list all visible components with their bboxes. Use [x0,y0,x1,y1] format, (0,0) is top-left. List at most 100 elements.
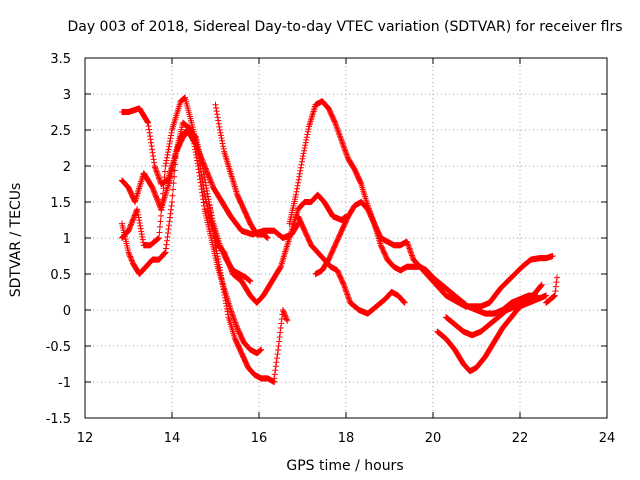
data-point [205,173,212,180]
data-point [278,320,285,327]
data-point [167,135,174,142]
data-point [127,254,134,261]
data-point [283,315,290,322]
data-point [134,208,141,215]
data-point [301,145,308,151]
data-point [149,185,156,192]
data-point [275,347,282,354]
data-point [134,206,141,213]
data-point [205,199,212,205]
data-point [160,185,167,192]
data-point [213,244,220,251]
data-point [208,179,215,186]
data-point [551,292,558,299]
data-point [302,139,309,146]
x-axis-label: GPS time / hours [286,458,403,474]
data-point [154,196,161,203]
series-track-6 [271,307,291,382]
data-point [154,169,161,176]
data-point [300,153,307,160]
data-point [281,309,288,316]
data-point [215,258,222,265]
data-point [128,257,135,264]
data-point [543,292,550,299]
data-point [164,151,171,158]
data-point [149,184,156,191]
data-point [131,212,138,219]
data-point [150,188,157,195]
data-point [201,176,208,183]
data-point [537,283,544,290]
data-point [213,247,220,254]
data-point [150,187,157,194]
series-track-11 [434,292,550,375]
data-point [172,161,179,168]
data-point [145,119,152,126]
data-point [209,182,216,189]
data-point [553,279,560,286]
y-tick-label: 3 [63,88,71,103]
data-point [153,168,160,175]
data-point [214,253,221,260]
data-point [331,118,338,125]
data-point [149,149,156,156]
data-point [300,150,307,157]
data-point [272,367,279,374]
data-point [304,131,311,138]
data-point [156,175,163,182]
data-point [279,307,286,313]
y-tick-label: -0.5 [46,340,71,355]
data-point [341,146,348,153]
data-point [203,187,210,194]
y-tick-label: 0 [63,304,71,319]
data-point [125,249,132,256]
data-point [370,219,377,226]
data-point [161,168,168,175]
data-point [199,192,206,199]
x-tick-label: 22 [512,431,529,446]
chart-title: Day 003 of 2018, Sidereal Day-to-day VTE… [67,19,622,35]
data-point [538,282,545,289]
data-point [339,140,346,147]
data-point [145,123,152,130]
data-point [199,163,206,169]
data-point [166,138,173,145]
data-point [342,147,349,154]
grid [85,58,607,418]
data-point [277,329,284,336]
data-point [208,209,215,216]
data-point [273,359,280,366]
data-point [215,256,222,263]
data-point [232,319,239,326]
y-tick-label: 2 [63,160,71,175]
data-point [152,165,159,172]
data-point [204,170,211,177]
plot-frame [84,57,608,419]
data-point [155,174,162,181]
data-point [165,146,172,153]
data-point [340,143,347,150]
data-point [153,193,160,200]
data-point [196,172,203,179]
data-point [408,252,415,259]
data-point [156,229,163,236]
data-point [218,272,225,279]
data-point [209,215,216,222]
data-point [297,164,304,171]
data-point [297,167,304,174]
data-point [276,334,283,340]
data-point [163,237,170,244]
data-point [200,196,207,203]
data-point [126,226,133,233]
data-point [217,267,224,274]
data-point [218,275,225,282]
data-point [403,238,410,245]
data-point [152,192,159,199]
data-point [343,151,350,158]
data-point [213,108,220,115]
data-point [209,217,216,224]
data-point [271,371,278,378]
data-point [138,228,145,235]
data-point [284,317,291,324]
data-point [232,320,239,327]
